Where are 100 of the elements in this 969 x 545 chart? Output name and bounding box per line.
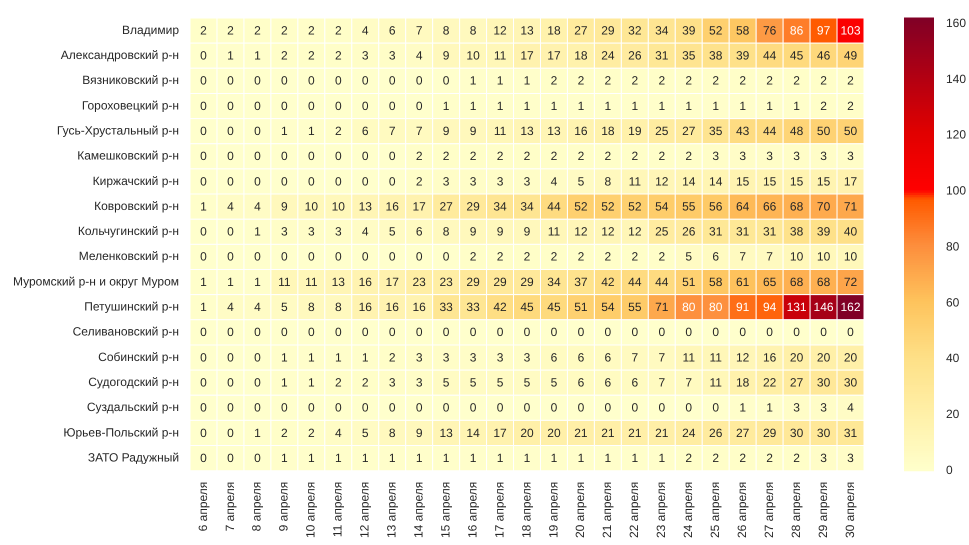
data-label: 0 bbox=[308, 325, 315, 340]
data-label: 10 bbox=[790, 250, 804, 264]
data-label: 0 bbox=[388, 250, 396, 264]
data-label: 1 bbox=[308, 375, 315, 390]
data-label: 71 bbox=[655, 300, 669, 314]
data-label: 0 bbox=[334, 400, 342, 415]
data-label: 9 bbox=[470, 224, 477, 239]
data-label: 58 bbox=[709, 274, 723, 289]
data-label: 0 bbox=[362, 98, 369, 113]
data-label: 39 bbox=[816, 224, 831, 239]
y-tick-label: Муромский р-н и округ Муром bbox=[12, 274, 180, 288]
data-label: 2 bbox=[685, 450, 692, 465]
data-label: 27 bbox=[574, 23, 588, 38]
data-label: 0 bbox=[442, 400, 450, 415]
data-label: 1 bbox=[766, 400, 774, 415]
data-label: 1 bbox=[685, 98, 692, 113]
data-label: 45 bbox=[790, 48, 804, 63]
data-label: 0 bbox=[200, 325, 208, 340]
data-label: 20 bbox=[547, 426, 561, 440]
data-label: 0 bbox=[334, 174, 342, 188]
data-label: 0 bbox=[254, 250, 262, 264]
data-label: 0 bbox=[200, 250, 208, 264]
data-label: 0 bbox=[281, 174, 288, 188]
x-tick-label: 9 апреля bbox=[276, 482, 291, 532]
x-tick-label: 24 апреля bbox=[681, 482, 696, 538]
x-tick-label: 17 апреля bbox=[492, 482, 506, 538]
data-label: 0 bbox=[254, 74, 262, 88]
data-label: 0 bbox=[739, 325, 746, 340]
data-label: 16 bbox=[358, 274, 372, 289]
data-label: 0 bbox=[685, 400, 692, 415]
data-label: 29 bbox=[762, 426, 777, 440]
data-label: 6 bbox=[604, 375, 612, 390]
data-label: 0 bbox=[227, 98, 234, 113]
data-label: 50 bbox=[816, 124, 831, 138]
data-label: 1 bbox=[578, 98, 585, 113]
data-label: 0 bbox=[281, 250, 288, 264]
data-label: 14 bbox=[466, 426, 480, 440]
data-label: 33 bbox=[466, 300, 480, 314]
data-label: 23 bbox=[439, 274, 454, 289]
data-label: 0 bbox=[524, 400, 531, 415]
data-label: 11 bbox=[548, 224, 561, 239]
y-tick-label: Вязниковский р-н bbox=[82, 73, 180, 88]
data-label: 0 bbox=[254, 375, 262, 390]
data-label: 1 bbox=[281, 350, 288, 364]
data-label: 1 bbox=[281, 124, 288, 138]
data-label: 3 bbox=[820, 400, 828, 415]
data-label: 34 bbox=[520, 199, 534, 214]
data-label: 5 bbox=[470, 375, 477, 390]
data-label: 44 bbox=[628, 274, 642, 289]
data-label: 2 bbox=[685, 149, 692, 164]
data-label: 0 bbox=[578, 400, 585, 415]
data-label: 0 bbox=[200, 124, 208, 138]
data-label: 17 bbox=[493, 426, 508, 440]
data-label: 3 bbox=[470, 174, 477, 188]
data-label: 3 bbox=[442, 174, 450, 188]
data-label: 4 bbox=[362, 23, 369, 38]
data-label: 16 bbox=[358, 300, 372, 314]
data-label: 2 bbox=[227, 23, 234, 38]
data-label: 1 bbox=[496, 74, 504, 88]
data-label: 12 bbox=[628, 224, 642, 239]
data-label: 21 bbox=[574, 426, 588, 440]
data-label: 24 bbox=[682, 426, 696, 440]
data-label: 44 bbox=[762, 48, 777, 63]
data-label: 1 bbox=[496, 450, 504, 465]
data-label: 0 bbox=[227, 149, 234, 164]
data-label: 11 bbox=[628, 174, 642, 188]
data-label: 2 bbox=[847, 74, 854, 88]
data-label: 0 bbox=[308, 174, 315, 188]
data-label: 0 bbox=[200, 426, 208, 440]
data-label: 1 bbox=[308, 124, 315, 138]
data-label: 0 bbox=[712, 325, 720, 340]
data-label: 1 bbox=[416, 450, 423, 465]
data-label: 0 bbox=[416, 74, 423, 88]
data-label: 16 bbox=[386, 199, 400, 214]
data-label: 24 bbox=[601, 48, 615, 63]
y-tick-label: Собинский р-н bbox=[98, 350, 180, 364]
data-label: 1 bbox=[793, 98, 800, 113]
data-label: 0 bbox=[604, 400, 612, 415]
data-label: 16 bbox=[574, 124, 588, 138]
data-label: 0 bbox=[334, 98, 342, 113]
data-label: 0 bbox=[308, 400, 315, 415]
data-label: 4 bbox=[227, 199, 234, 214]
data-label: 2 bbox=[524, 250, 531, 264]
data-label: 11 bbox=[709, 375, 722, 390]
data-label: 0 bbox=[227, 426, 234, 440]
data-label: 5 bbox=[578, 174, 585, 188]
x-tick-label: 25 апреля bbox=[708, 482, 722, 538]
data-label: 1 bbox=[658, 98, 666, 113]
data-label: 2 bbox=[200, 23, 208, 38]
data-label: 0 bbox=[254, 149, 262, 164]
data-label: 2 bbox=[308, 23, 315, 38]
data-label: 0 bbox=[362, 149, 369, 164]
x-tick-label: 14 апреля bbox=[411, 482, 426, 538]
data-label: 2 bbox=[820, 74, 828, 88]
data-label: 0 bbox=[847, 325, 854, 340]
data-label: 0 bbox=[281, 74, 288, 88]
data-label: 3 bbox=[442, 350, 450, 364]
data-label: 2 bbox=[281, 23, 288, 38]
data-label: 1 bbox=[470, 74, 477, 88]
data-label: 39 bbox=[682, 23, 696, 38]
